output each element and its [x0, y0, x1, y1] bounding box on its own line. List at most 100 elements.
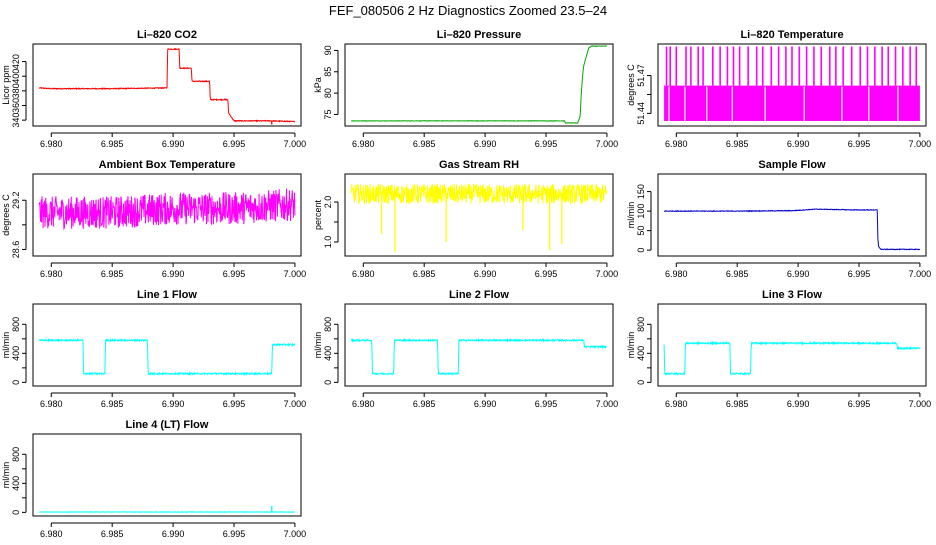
y-tick-label: 0 — [636, 248, 646, 253]
x-tick-label: 6.995 — [848, 399, 871, 409]
plot-frame — [658, 304, 926, 386]
plot-area — [39, 340, 295, 375]
x-tick-label: 6.995 — [535, 269, 558, 279]
series-line — [351, 46, 607, 123]
y-tick-label: 800 — [323, 317, 333, 332]
y-axis-label: percent — [313, 199, 323, 230]
panel-title: Li–820 Temperature — [740, 29, 843, 41]
x-tick-label: 6.990 — [787, 139, 810, 149]
x-tick-label: 7.000 — [284, 269, 307, 279]
y-axis-label: kPa — [313, 77, 323, 93]
y-axis-label: ml/min — [626, 202, 636, 229]
x-axis: 6.980 6.985 6.990 6.995 7.000 — [352, 263, 618, 279]
x-tick-label: 6.990 — [162, 269, 185, 279]
plot-frame — [33, 434, 301, 516]
x-tick-label: 6.990 — [787, 269, 810, 279]
y-tick-label: 28.6 — [11, 241, 21, 259]
y-tick-label: 85 — [323, 67, 333, 77]
y-tick-label: 0 — [323, 380, 333, 385]
y-tick-label: 800 — [11, 447, 21, 462]
x-tick-label: 6.980 — [40, 139, 63, 149]
y-axis: 28.629.228.9 — [11, 191, 26, 258]
panel-title: Sample Flow — [758, 159, 826, 171]
y-tick-label: 600 — [636, 331, 646, 346]
y-tick-label: 1.0 — [323, 236, 333, 249]
x-tick-label: 7.000 — [284, 139, 307, 149]
x-tick-label: 6.985 — [101, 269, 124, 279]
x-tick-label: 6.980 — [665, 269, 688, 279]
y-axis-label: ml/min — [313, 332, 323, 359]
x-tick-label: 7.000 — [284, 399, 307, 409]
x-tick-label: 7.000 — [909, 269, 932, 279]
y-tick-label: 600 — [11, 331, 21, 346]
x-tick-label: 6.990 — [474, 269, 497, 279]
y-tick-label: 0 — [636, 380, 646, 385]
x-tick-label: 6.980 — [352, 269, 375, 279]
y-tick-label: 600 — [11, 461, 21, 476]
x-tick-label: 6.990 — [162, 139, 185, 149]
plot-area — [39, 49, 295, 125]
x-tick-label: 6.980 — [40, 269, 63, 279]
x-tick-label: 6.990 — [474, 399, 497, 409]
y-tick-label: 200 — [323, 360, 333, 375]
x-tick-label: 6.985 — [413, 269, 436, 279]
x-tick-label: 6.995 — [223, 529, 246, 539]
x-tick-label: 6.985 — [101, 139, 124, 149]
series-line — [664, 209, 920, 250]
series-line — [351, 340, 607, 375]
x-tick-label: 6.995 — [223, 269, 246, 279]
plot-area — [664, 209, 920, 250]
panel-title: Ambient Box Temperature — [99, 159, 236, 171]
x-tick-label: 6.980 — [352, 399, 375, 409]
panel-title: Line 3 Flow — [762, 289, 822, 301]
y-tick-label: 600 — [323, 331, 333, 346]
plot-area — [351, 46, 607, 123]
y-tick-label: 400 — [636, 346, 646, 361]
x-tick-label: 7.000 — [284, 529, 307, 539]
plot-area — [39, 189, 295, 229]
x-tick-label: 7.000 — [596, 399, 619, 409]
x-tick-label: 6.985 — [101, 529, 124, 539]
y-tick-label: 800 — [636, 317, 646, 332]
y-axis-label: degrees C — [626, 64, 636, 106]
panel-title: Line 4 (LT) Flow — [126, 419, 209, 431]
figure-title: FEF_080506 2 Hz Diagnostics Zoomed 23.5–… — [329, 3, 607, 18]
x-tick-label: 6.985 — [101, 399, 124, 409]
panel-title: Line 2 Flow — [449, 289, 509, 301]
x-tick-label: 6.985 — [726, 269, 749, 279]
x-tick-label: 7.000 — [909, 139, 932, 149]
y-tick-label: 400 — [11, 476, 21, 491]
y-tick-label: 800 — [11, 317, 21, 332]
panel-title: Li–820 Pressure — [437, 29, 521, 41]
plot-area — [351, 184, 607, 252]
x-tick-label: 7.000 — [596, 269, 619, 279]
x-tick-label: 6.985 — [726, 139, 749, 149]
y-tick-label: 75 — [323, 109, 333, 119]
x-tick-label: 6.990 — [474, 139, 497, 149]
x-tick-label: 6.985 — [726, 399, 749, 409]
x-tick-label: 6.980 — [352, 139, 375, 149]
x-tick-label: 7.000 — [596, 139, 619, 149]
y-tick-label: 200 — [11, 490, 21, 505]
y-axis-label: ml/min — [1, 462, 11, 489]
series-band — [664, 86, 920, 121]
series-line — [39, 340, 295, 375]
y-axis: 1.02.01.5 — [323, 196, 338, 249]
